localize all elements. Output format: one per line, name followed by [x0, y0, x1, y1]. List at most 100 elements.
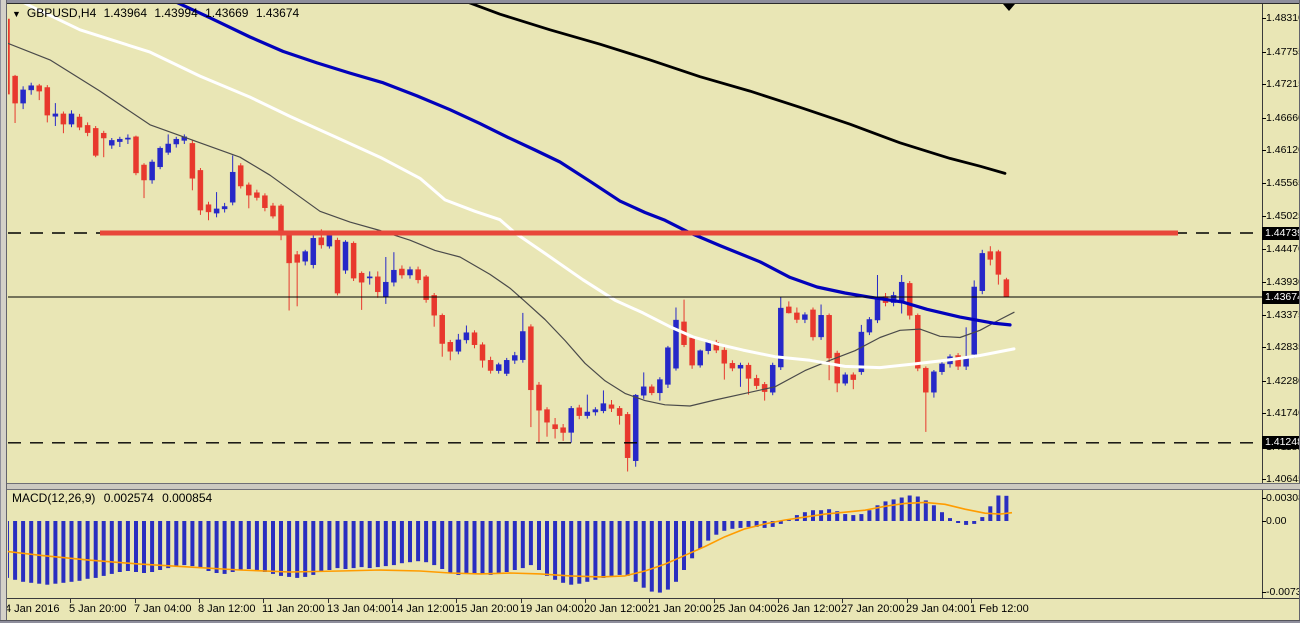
price-tick-mark: [1262, 479, 1266, 480]
candle: [753, 374, 760, 390]
chart-shift-marker-icon[interactable]: [1003, 4, 1015, 11]
macd-histogram-bar: [649, 521, 654, 592]
macd-histogram-bar: [150, 521, 155, 572]
candle: [769, 362, 776, 396]
candle: [28, 82, 34, 95]
time-tick-mark: [456, 599, 457, 603]
macd-histogram-bar: [93, 521, 98, 578]
macd-histogram-bar: [948, 518, 952, 521]
time-tick-mark: [392, 599, 393, 603]
candle: [963, 327, 969, 370]
macd-histogram-bar: [375, 521, 380, 568]
price-axis-label: 1.47755: [1266, 46, 1300, 58]
macd-histogram-bar: [480, 521, 485, 574]
macd-histogram-bar: [472, 521, 477, 573]
candle: [12, 74, 18, 123]
macd-histogram-bar: [8, 521, 9, 578]
price-tick-mark: [1262, 216, 1266, 217]
macd-histogram-bar: [408, 521, 412, 563]
macd-histogram-bar: [956, 521, 961, 523]
macd-histogram-bar: [512, 521, 517, 570]
chart-title: ▼ GBPUSD,H4 1.43964 1.43994 1.43669 1.436…: [12, 6, 303, 20]
price-axis-label: 1.45025: [1266, 210, 1300, 222]
macd-histogram-bar: [931, 505, 936, 521]
macd-histogram-bar: [851, 515, 856, 521]
candle: [109, 138, 115, 149]
candle: [689, 335, 695, 369]
macd-histogram-bar: [770, 521, 775, 527]
price-axis-label: 1.45565: [1266, 177, 1300, 189]
candle: [729, 360, 736, 372]
price-axis-label: 1.40645: [1266, 473, 1300, 485]
macd-histogram-bar: [657, 521, 662, 593]
price-axis-label: 1.44470: [1266, 243, 1300, 255]
macd-histogram-bar: [778, 521, 783, 524]
candle: [375, 271, 381, 298]
price-axis-label: 1.46660: [1266, 112, 1300, 124]
macd-histogram-bar: [61, 521, 66, 583]
price-tick-mark: [1262, 18, 1266, 19]
candle: [616, 406, 623, 425]
panel-splitter[interactable]: [7, 483, 1300, 490]
time-tick-mark: [649, 599, 650, 603]
macd-histogram-bar: [674, 521, 678, 582]
macd-axis-label: 0.00: [1266, 515, 1287, 527]
macd-histogram-bar: [416, 521, 421, 562]
candle: [528, 324, 534, 428]
macd-histogram-bar: [319, 521, 324, 572]
candle: [149, 159, 155, 184]
macd-histogram-bar: [528, 521, 533, 566]
candle: [294, 251, 300, 307]
macd-indicator-label: MACD(12,26,9) 0.002574 0.000854: [12, 491, 217, 505]
candle: [697, 349, 703, 368]
macd-histogram-bar: [698, 521, 703, 549]
macd-histogram-bar: [843, 514, 848, 521]
macd-histogram-bar: [383, 521, 388, 567]
macd-signal-value: 0.000854: [162, 491, 213, 505]
candle: [544, 407, 550, 437]
macd-histogram-bar: [561, 521, 566, 583]
price-tick-mark: [1262, 52, 1266, 53]
candle: [262, 193, 268, 212]
candle: [761, 382, 768, 401]
macd-histogram-bar: [980, 517, 985, 521]
candle: [995, 249, 1002, 285]
macd-histogram-bar: [827, 509, 832, 521]
macd-histogram-bar: [964, 521, 969, 525]
macd-histogram-bar: [923, 500, 928, 521]
time-tick-mark: [585, 599, 586, 603]
candle: [955, 353, 961, 370]
candle: [576, 404, 583, 420]
candle: [745, 362, 752, 395]
macd-histogram-bar: [746, 521, 751, 527]
macd-histogram-bar: [690, 521, 695, 559]
macd-histogram-bar: [13, 521, 18, 580]
macd-histogram-bar: [585, 521, 590, 582]
price-tick-mark: [1262, 381, 1266, 382]
candle: [737, 362, 744, 387]
candle: [431, 293, 437, 327]
candle: [246, 182, 252, 209]
candle: [608, 400, 615, 412]
macd-histogram-bar: [359, 521, 364, 568]
candle: [479, 342, 486, 368]
macd-histogram-bar: [37, 521, 42, 584]
symbol-dropdown-icon[interactable]: ▼: [12, 9, 21, 19]
candle: [898, 275, 905, 314]
candle: [44, 85, 51, 123]
macd-histogram-bar: [69, 521, 74, 582]
time-tick-mark: [778, 599, 779, 603]
candle: [536, 382, 542, 443]
macd-histogram-bar: [134, 521, 138, 572]
price-axis-label: 1.42280: [1266, 375, 1300, 387]
macd-histogram-bar: [166, 521, 171, 569]
candle: [350, 241, 357, 281]
macd-histogram-bar: [706, 521, 711, 541]
candle: [141, 163, 147, 199]
candle: [84, 122, 91, 137]
macd-histogram-bar: [53, 521, 58, 584]
time-tick-mark: [971, 599, 972, 603]
macd-histogram-bar: [85, 521, 90, 579]
macd-histogram-bar: [77, 521, 82, 581]
